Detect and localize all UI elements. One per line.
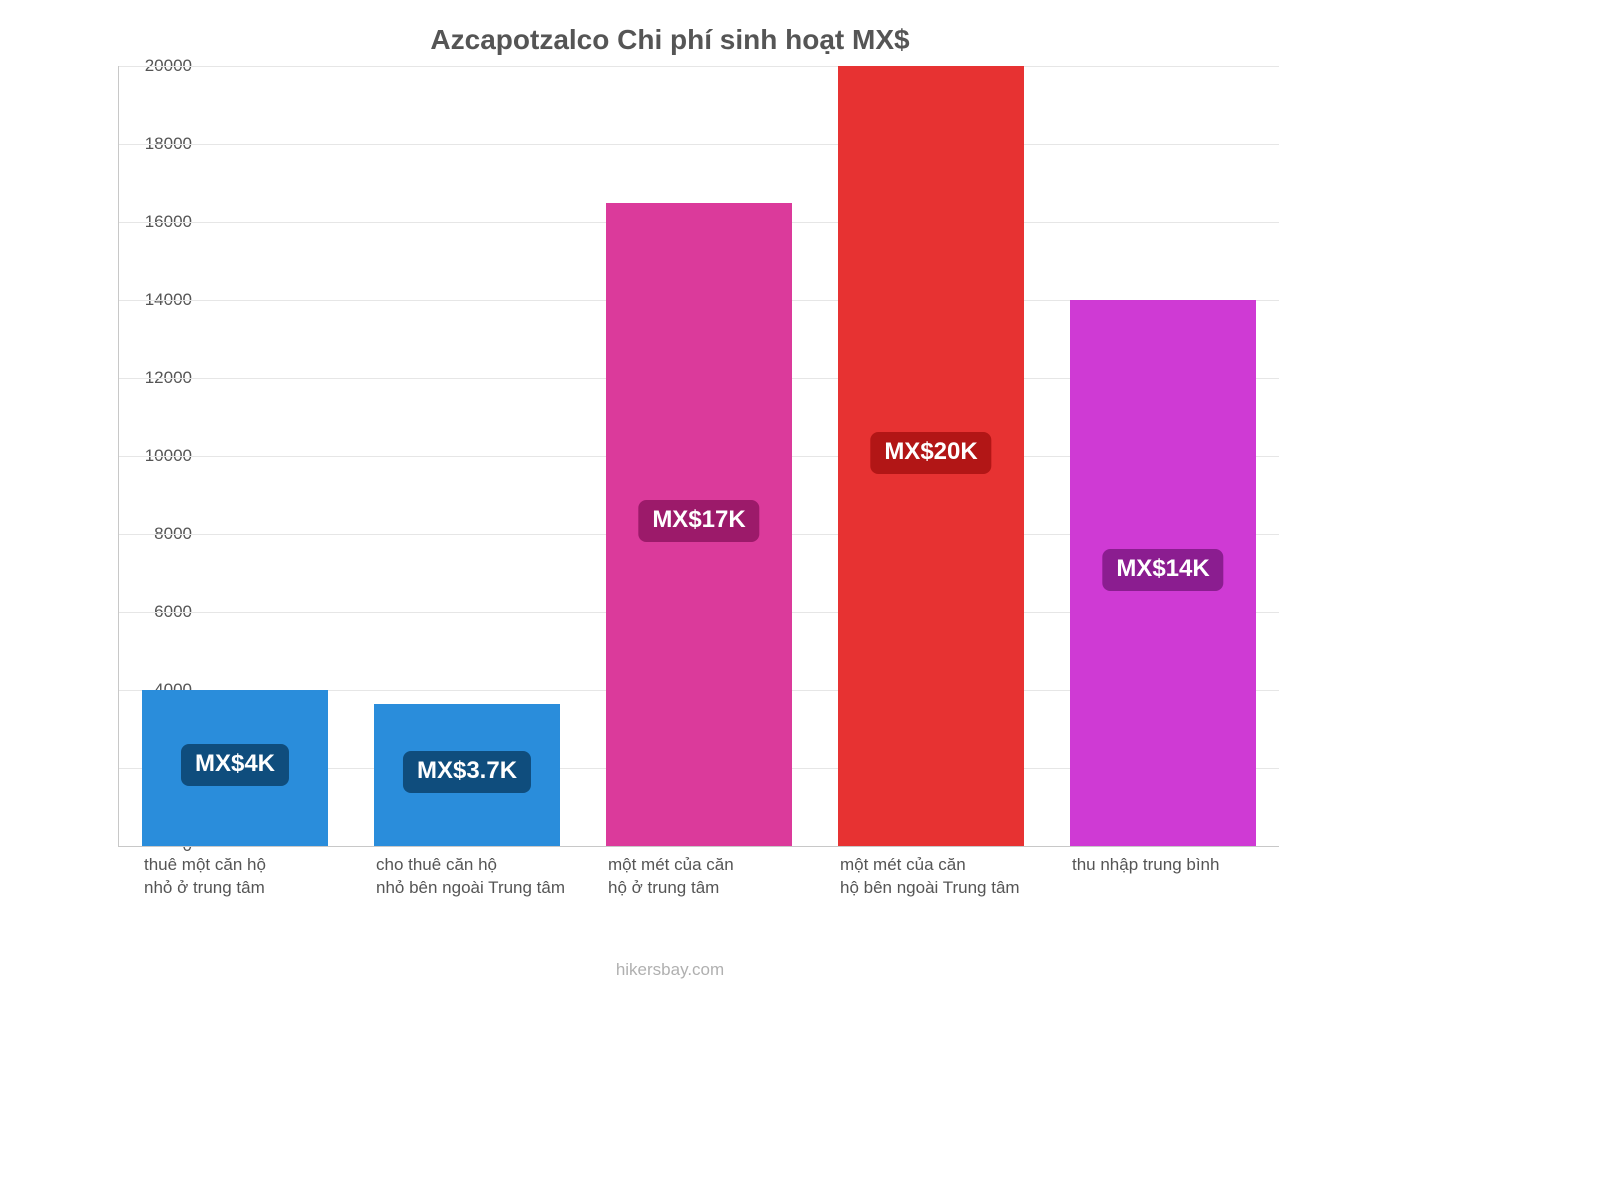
xcat-2-l1: một mét của căn — [608, 855, 734, 874]
gridline — [119, 144, 1279, 145]
xcat-1: cho thuê căn hộ nhỏ bên ngoài Trung tâm — [376, 854, 596, 900]
xcat-4-l1: thu nhập trung bình — [1072, 855, 1219, 874]
chart-footer: hikersbay.com — [50, 960, 1290, 980]
xcat-1-l2: nhỏ bên ngoài Trung tâm — [376, 878, 565, 897]
xcat-4: thu nhập trung bình — [1072, 854, 1292, 877]
xcat-3-l2: hộ bên ngoài Trung tâm — [840, 878, 1020, 897]
chart-title: Azcapotzalco Chi phí sinh hoạt MX$ — [50, 24, 1290, 56]
gridline — [119, 66, 1279, 67]
xcat-1-l1: cho thuê căn hộ — [376, 855, 497, 874]
plot-area: MX$4K MX$3.7K MX$17K MX$20K MX$14K — [118, 66, 1279, 847]
value-badge-1: MX$3.7K — [403, 751, 531, 793]
xcat-3: một mét của căn hộ bên ngoài Trung tâm — [840, 854, 1060, 900]
xcat-0-l1: thuê một căn hộ — [144, 855, 266, 874]
xcat-2-l2: hộ ở trung tâm — [608, 878, 719, 897]
value-badge-0: MX$4K — [181, 744, 289, 786]
cost-of-living-chart: Azcapotzalco Chi phí sinh hoạt MX$ 0 200… — [50, 30, 1290, 1000]
xcat-0-l2: nhỏ ở trung tâm — [144, 878, 265, 897]
xcat-3-l1: một mét của căn — [840, 855, 966, 874]
value-badge-3: MX$20K — [870, 432, 991, 474]
xcat-2: một mét của căn hộ ở trung tâm — [608, 854, 828, 900]
xcat-0: thuê một căn hộ nhỏ ở trung tâm — [144, 854, 364, 900]
value-badge-2: MX$17K — [638, 500, 759, 542]
value-badge-4: MX$14K — [1102, 549, 1223, 591]
